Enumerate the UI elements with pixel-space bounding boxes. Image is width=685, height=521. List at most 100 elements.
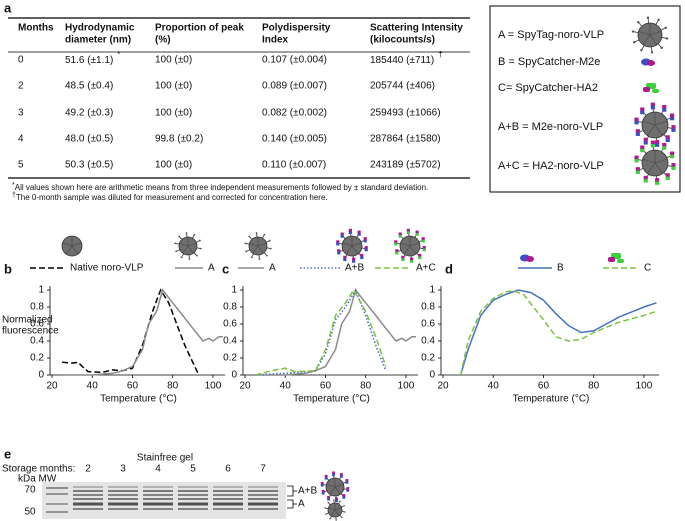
facet [654,124,663,136]
gel-band [213,508,243,510]
spike-tip [329,518,331,520]
table-cell: 2 [18,81,24,92]
particle-icon [394,228,426,263]
spike-tip [339,500,341,502]
facet [351,245,359,255]
antigen [360,256,364,260]
gel-band [108,490,138,492]
gel-band [248,498,278,500]
band-bracket [287,485,294,497]
antigen [340,235,344,238]
antigen [655,140,660,144]
spike-tip [664,26,668,29]
gel-mw-heading: kDa MW [18,474,57,485]
antigen [342,496,346,499]
y-tick-label: 0.4 [421,336,435,347]
gel-band [178,494,208,496]
protein [526,256,534,262]
y-tick-label: 1 [38,285,44,296]
table-cell: 49.2 (±0.3) [65,108,113,119]
antigen [635,132,640,136]
facet [654,158,668,164]
y-tick-label: 0.6 [421,319,435,330]
antigen [345,481,349,484]
antigen [324,477,328,480]
y-tick-label: 0.8 [421,302,435,313]
gel-band [73,486,103,488]
key-box [489,5,681,193]
x-tick-label: 20 [46,381,58,392]
spike-tip [245,250,248,253]
spike-tip [198,239,201,242]
antigen [410,260,414,263]
facet [647,162,656,174]
gel-band [46,511,68,513]
table-cell: 243189 (±5702) [370,160,441,171]
y-tick-label: 0.6 [30,319,44,330]
table-cell: 259493 (±1066) [370,108,441,119]
antigen [335,499,338,503]
antigen [335,497,338,500]
antigen [337,251,341,255]
facet [328,507,336,511]
antigen [363,237,367,240]
key-entry: A+B = M2e-noro-VLP [498,121,603,133]
y-tick-label: 0.8 [30,302,44,313]
antigen [662,104,667,109]
facet [409,245,417,255]
facet [642,158,656,164]
gel-band [143,498,173,500]
legend-label: A+C [416,263,436,274]
y-axis-label: fluorescence [2,326,59,337]
table-header: Proportion of peak [155,23,244,34]
legend-label: A [208,263,215,274]
antigen [343,258,347,262]
antigen [418,256,422,260]
antigen [336,242,340,246]
gel-band [178,502,208,506]
antigen [339,475,343,478]
panel-label: a [4,0,12,15]
x-tick-label: 100 [636,381,653,392]
gel-band [213,502,243,506]
table-header: (%) [155,35,171,46]
spike-tip [195,254,198,257]
antigen [665,176,670,181]
table-header: Months [18,23,54,34]
spike-tip [265,254,268,257]
y-tick-label: 0.4 [30,336,44,347]
facet [647,124,656,136]
x-tick-label: 60 [538,381,550,392]
facet [257,242,267,247]
antigen [364,248,368,252]
table-header: Hydrodynamic [65,23,135,34]
antigen [336,240,340,244]
antigen [665,173,670,177]
antigen [327,495,331,499]
antigen [401,255,405,259]
cell-text: 51.6 (±1.1) [65,55,113,66]
antigen [655,178,660,182]
y-tick-label: 0 [231,370,237,381]
x-axis-label: Temperature (°C) [513,394,590,405]
facet [249,242,259,247]
gel-band [143,486,173,488]
antigen [332,471,335,475]
antigen [342,494,346,497]
facet [252,245,259,254]
antigen [324,474,328,478]
gel-band [178,486,208,488]
gel-band [73,502,103,506]
x-tick-label: 100 [398,381,415,392]
gel-band [248,490,278,492]
gel-band [248,494,278,496]
antigen [363,239,367,243]
antigen [640,145,645,150]
table-cell: 4 [18,134,24,145]
table-cell: 287864 (±1580) [370,134,441,145]
facet [71,245,79,255]
spike-tip [268,239,271,242]
antigen [357,230,361,234]
table-cell: 100 (±0) [155,81,192,92]
spike-tip [269,247,272,250]
